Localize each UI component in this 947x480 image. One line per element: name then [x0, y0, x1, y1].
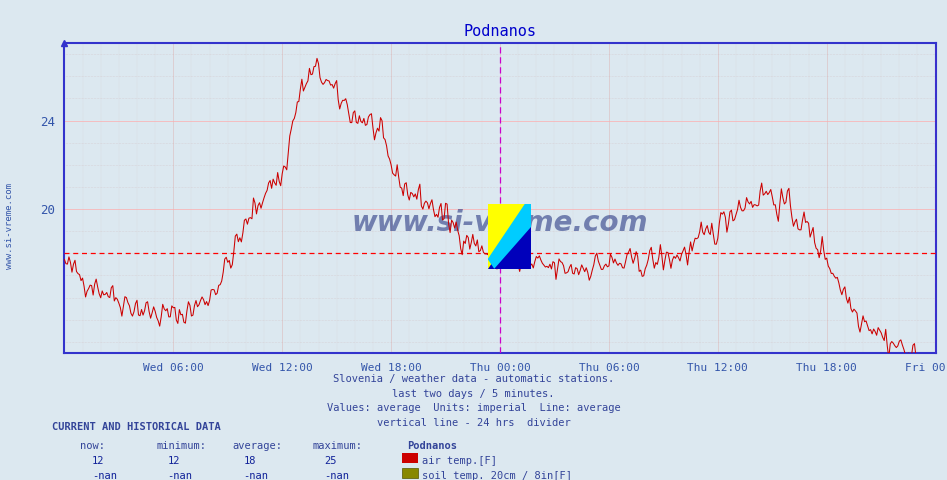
Text: -nan: -nan	[92, 471, 116, 480]
Text: www.si-vreme.com: www.si-vreme.com	[5, 182, 14, 269]
Title: Podnanos: Podnanos	[463, 24, 537, 39]
Polygon shape	[488, 204, 525, 259]
Text: www.si-vreme.com: www.si-vreme.com	[351, 209, 649, 237]
Text: now:: now:	[80, 441, 105, 451]
Text: CURRENT AND HISTORICAL DATA: CURRENT AND HISTORICAL DATA	[52, 422, 221, 432]
Text: maximum:: maximum:	[313, 441, 363, 451]
Text: 12: 12	[168, 456, 180, 466]
Text: -nan: -nan	[243, 471, 268, 480]
Text: soil temp. 20cm / 8in[F]: soil temp. 20cm / 8in[F]	[422, 471, 572, 480]
Text: Podnanos: Podnanos	[407, 441, 457, 451]
Text: 12: 12	[92, 456, 104, 466]
Text: last two days / 5 minutes.: last two days / 5 minutes.	[392, 389, 555, 399]
Polygon shape	[488, 204, 531, 269]
Text: 18: 18	[243, 456, 256, 466]
Text: minimum:: minimum:	[156, 441, 206, 451]
Text: vertical line - 24 hrs  divider: vertical line - 24 hrs divider	[377, 418, 570, 428]
Text: -nan: -nan	[324, 471, 348, 480]
Text: -nan: -nan	[168, 471, 192, 480]
Text: Values: average  Units: imperial  Line: average: Values: average Units: imperial Line: av…	[327, 403, 620, 413]
Text: Slovenia / weather data - automatic stations.: Slovenia / weather data - automatic stat…	[333, 374, 614, 384]
Text: average:: average:	[232, 441, 282, 451]
Polygon shape	[488, 204, 531, 269]
Text: air temp.[F]: air temp.[F]	[422, 456, 497, 466]
Text: 25: 25	[324, 456, 336, 466]
